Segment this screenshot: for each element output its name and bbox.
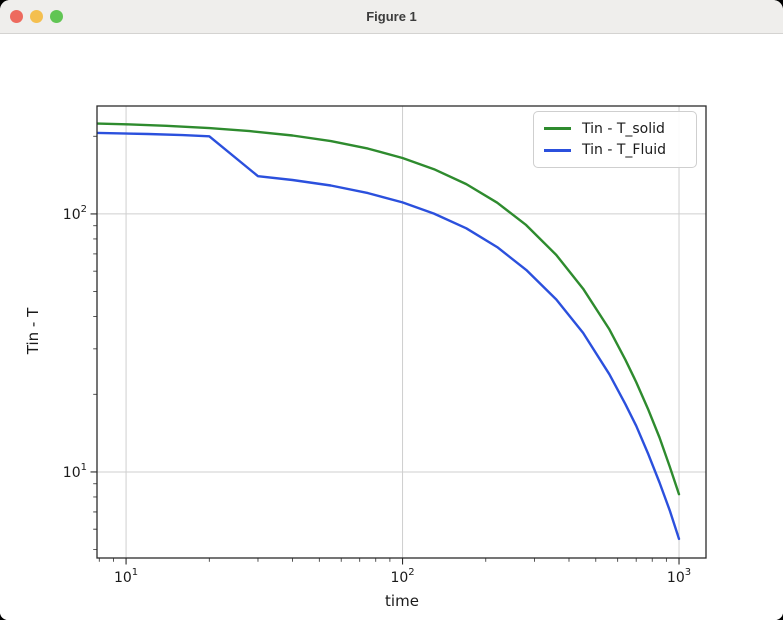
y-tick-label: 102 [63, 204, 87, 223]
x-tick-label: 102 [390, 567, 414, 586]
maximize-button[interactable] [50, 10, 63, 23]
legend-line-sample-fluid [544, 149, 571, 152]
x-tick-label: 101 [114, 567, 138, 586]
y-axis-label: Tin - T [24, 307, 42, 355]
legend-item-solid: Tin - T_solid [544, 121, 686, 137]
window-title: Figure 1 [366, 9, 417, 24]
close-button[interactable] [10, 10, 23, 23]
traffic-lights [10, 0, 63, 33]
legend: Tin - T_solid Tin - T_Fluid [533, 111, 697, 168]
figure-canvas: 101 102 103 101 102 time Tin - T Tin - T_sol… [0, 34, 783, 620]
legend-item-fluid: Tin - T_Fluid [544, 142, 686, 158]
legend-label-solid: Tin - T_solid [582, 120, 665, 137]
titlebar[interactable]: Figure 1 [0, 0, 783, 34]
legend-label-fluid: Tin - T_Fluid [582, 142, 666, 159]
series-line-tin-t-fluid [96, 131, 681, 541]
x-axis-label: time [385, 592, 419, 610]
axes-frame [96, 105, 707, 559]
series-line-tin-t-solid [96, 122, 681, 496]
plot-area: 101 102 103 101 102 [63, 105, 707, 586]
minimize-button[interactable] [30, 10, 43, 23]
y-tick-label: 101 [63, 462, 87, 481]
x-tick-label: 103 [667, 567, 691, 586]
legend-line-sample-solid [544, 127, 571, 130]
